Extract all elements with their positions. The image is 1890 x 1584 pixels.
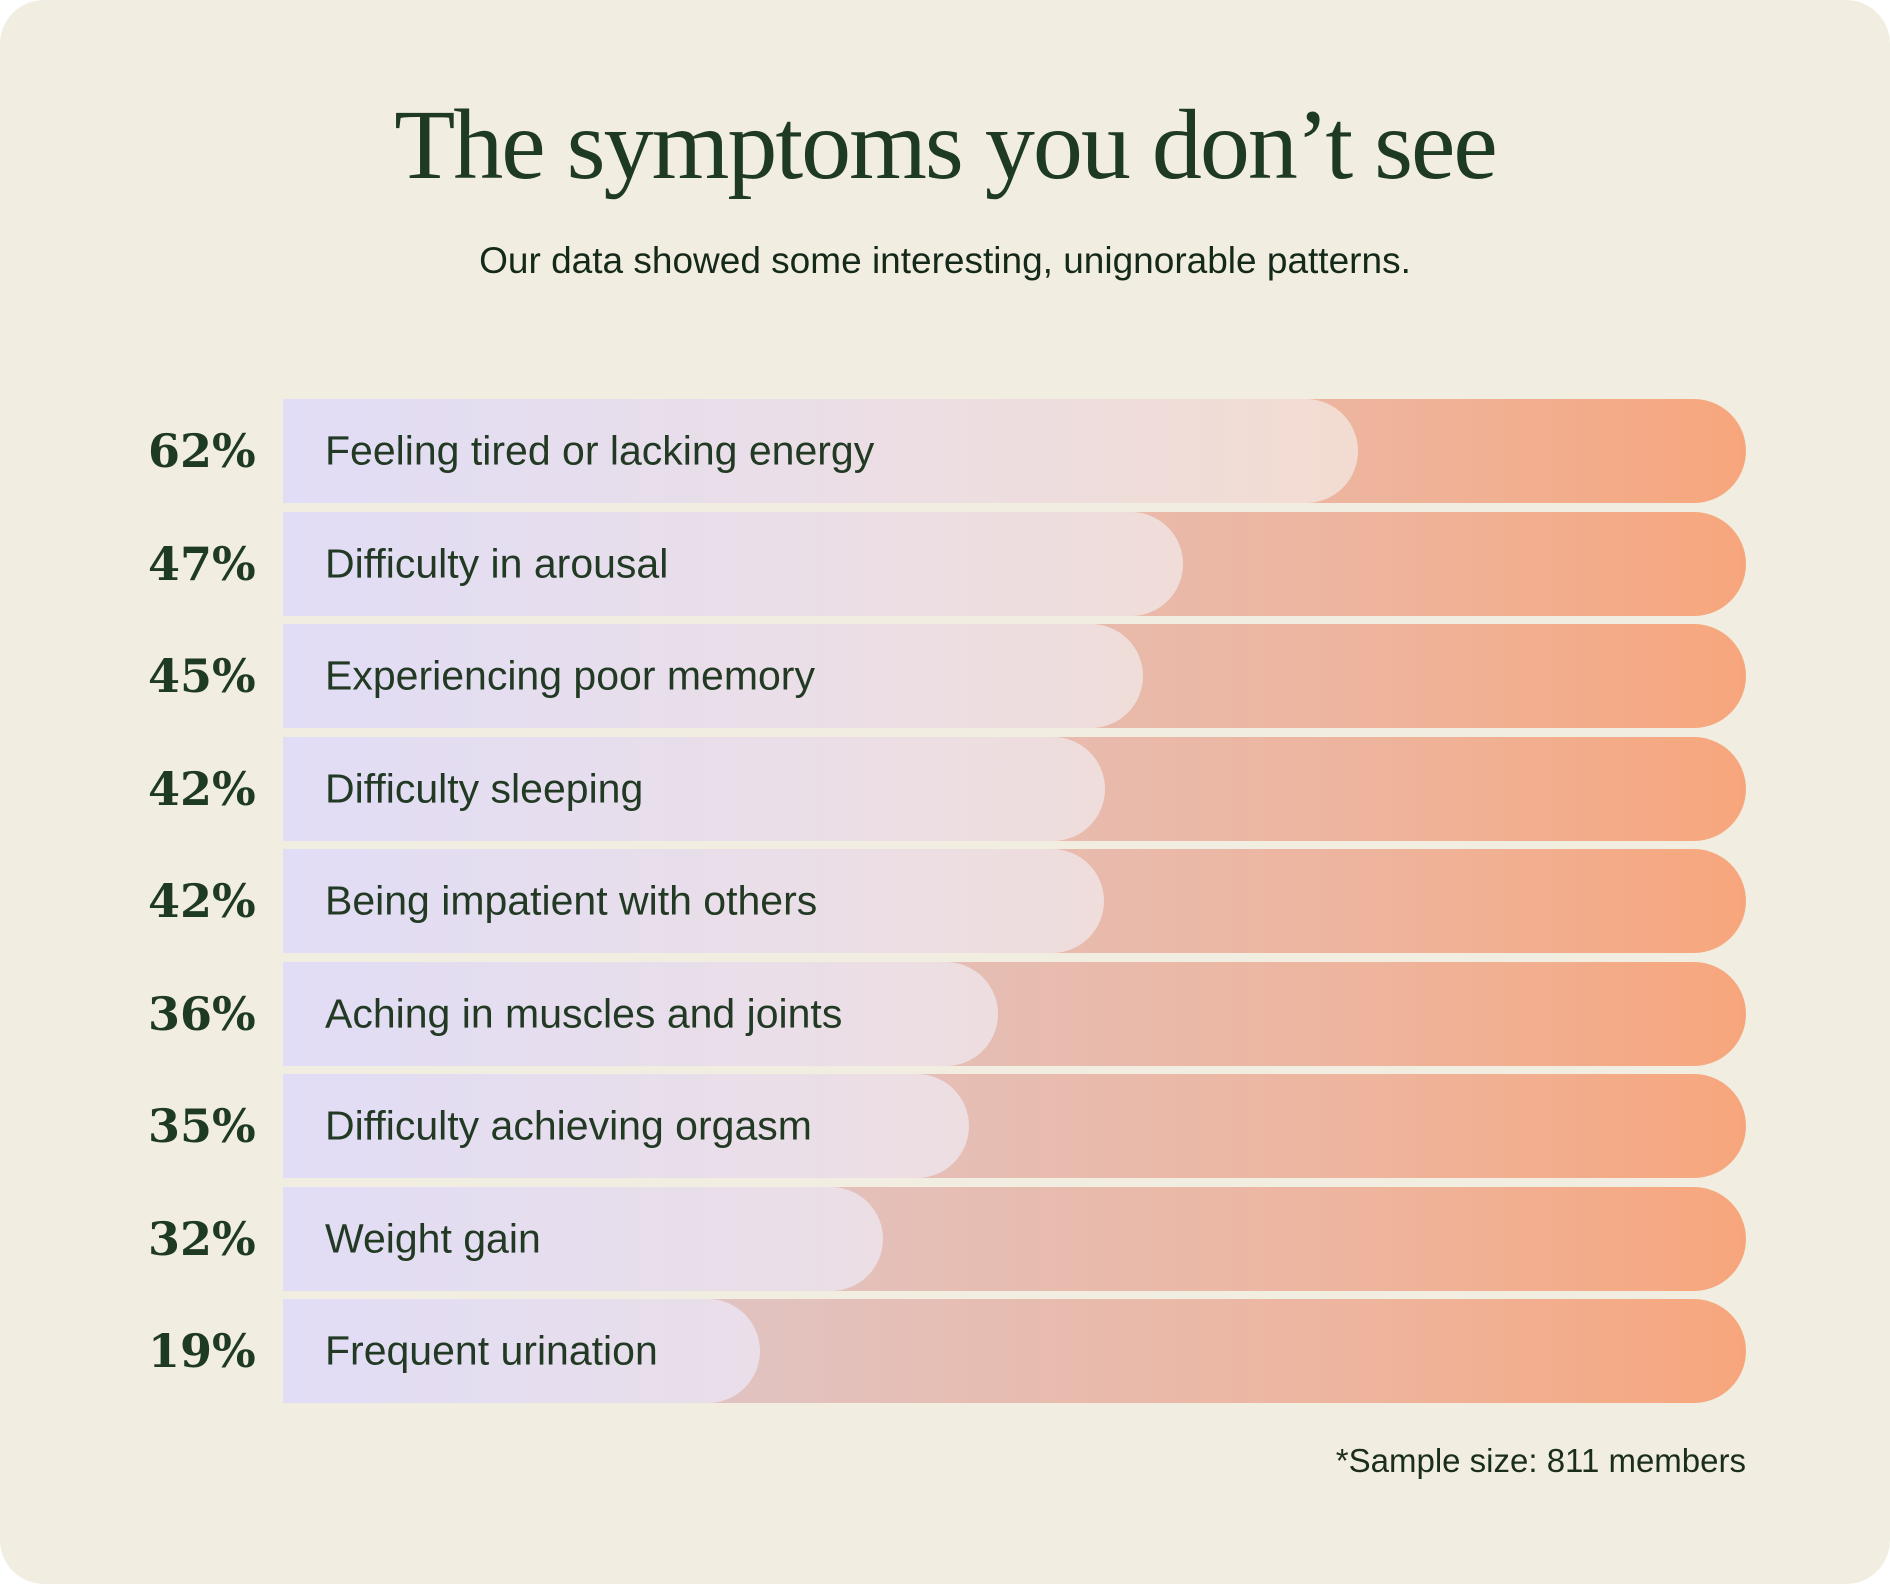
bar-fill: [283, 1074, 970, 1178]
percent-label: 36%: [148, 986, 256, 1041]
bar-row: 42% Difficulty sleeping: [148, 736, 1746, 841]
percent-label: 42%: [148, 761, 256, 816]
percent-label: 47%: [148, 536, 256, 591]
percent-label: 32%: [148, 1211, 256, 1266]
page-subtitle: Our data showed some interesting, unigno…: [479, 240, 1411, 281]
bar-fill: [283, 1299, 760, 1403]
bar-row: 45% Experiencing poor memory: [148, 624, 1746, 728]
bar-track: Difficulty achieving orgasm: [283, 1074, 1746, 1178]
bar-label: Feeling tired or lacking energy: [325, 427, 875, 474]
bar-row: 19% Frequent urination: [148, 1299, 1746, 1403]
bar-track: Frequent urination: [283, 1299, 1746, 1403]
bar-fill: [283, 399, 1359, 503]
bar-track: Being impatient with others: [283, 849, 1746, 953]
bar-fill: [283, 736, 1106, 841]
bar-track: Feeling tired or lacking energy: [283, 399, 1746, 503]
bar-fill: [283, 961, 999, 1066]
bar-row: 42% Being impatient with others: [148, 849, 1746, 953]
bar-fill: [283, 1186, 883, 1291]
sample-size-note: *Sample size: 811 members: [1335, 1442, 1746, 1479]
bar-track: Difficulty in arousal: [283, 511, 1746, 616]
bar-row: 62% Feeling tired or lacking energy: [148, 399, 1746, 503]
bar-label: Difficulty sleeping: [325, 765, 644, 811]
percent-label: 42%: [148, 874, 256, 928]
bar-chart: 62% Feeling tired or lacking energy 47% …: [148, 399, 1746, 1412]
bar-fill: [283, 624, 1144, 728]
bar-track: Weight gain: [283, 1186, 1746, 1291]
bar-label: Frequent urination: [325, 1327, 658, 1374]
bar-fill: [283, 511, 1183, 616]
bar-track: Difficulty sleeping: [283, 736, 1746, 841]
bar-label: Being impatient with others: [325, 877, 818, 924]
bar-row: 32% Weight gain: [148, 1186, 1746, 1291]
bar-label: Difficulty achieving orgasm: [325, 1102, 812, 1149]
percent-label: 45%: [148, 649, 256, 703]
bar-track: Experiencing poor memory: [283, 624, 1746, 728]
bar-fill: [283, 849, 1104, 953]
percent-label: 62%: [148, 424, 256, 478]
bar-row: 47% Difficulty in arousal: [148, 511, 1746, 616]
bar-label: Experiencing poor memory: [325, 652, 815, 699]
page-title: The symptoms you don’t see: [394, 89, 1498, 200]
bar-track: Aching in muscles and joints: [283, 961, 1746, 1066]
bar-label: Difficulty in arousal: [325, 540, 669, 586]
bar-row: 36% Aching in muscles and joints: [148, 961, 1746, 1066]
bar-label: Aching in muscles and joints: [325, 990, 843, 1036]
percent-label: 19%: [148, 1324, 256, 1378]
bar-label: Weight gain: [325, 1215, 541, 1261]
bar-row: 35% Difficulty achieving orgasm: [148, 1074, 1746, 1178]
percent-label: 35%: [148, 1099, 256, 1153]
